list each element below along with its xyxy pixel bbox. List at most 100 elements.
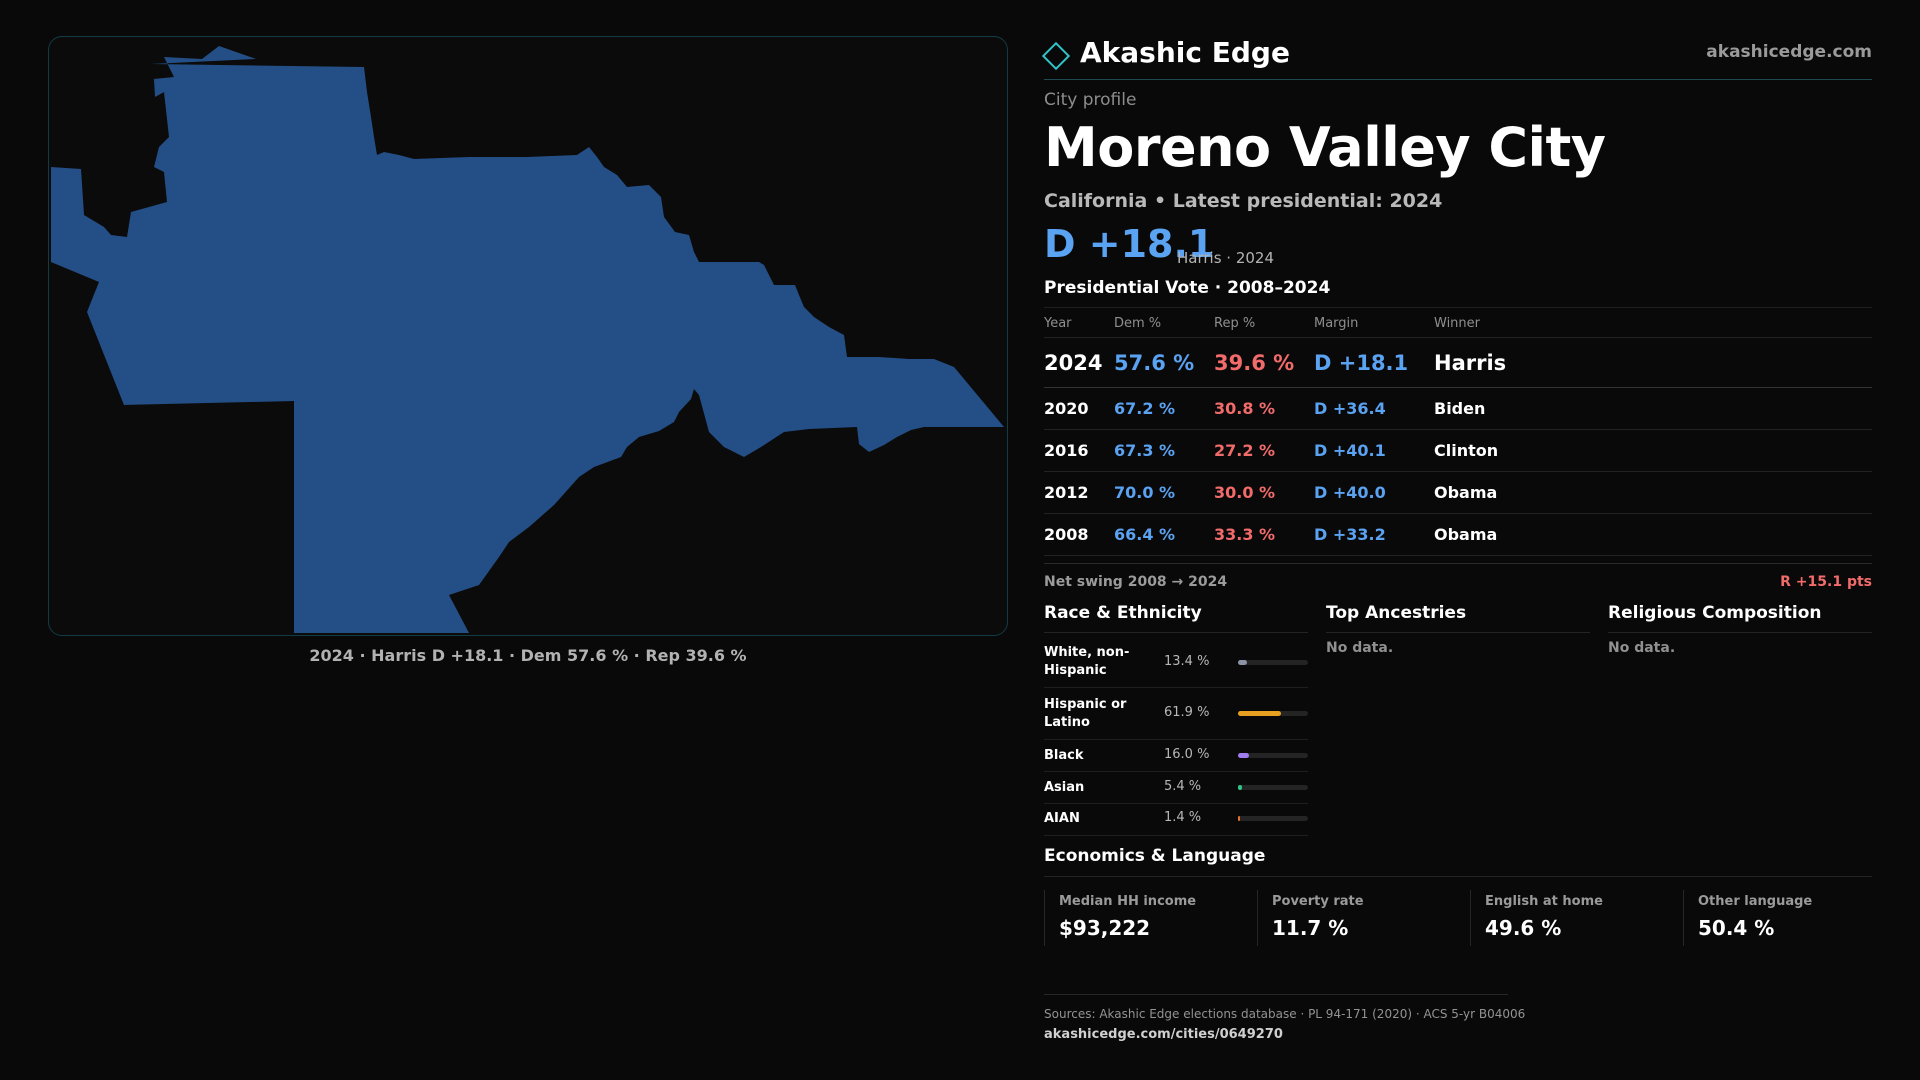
table-row: 2016 67.3 % 27.2 % D +40.1 Clinton: [1044, 430, 1872, 472]
cell-winner: Harris: [1434, 351, 1507, 375]
city-profile-panel: Akashic Edge akashicedge.com City profil…: [1041, 0, 1872, 1080]
ancestries-section-title: Top Ancestries: [1326, 603, 1467, 623]
cell-rep: 30.0 %: [1214, 483, 1276, 502]
list-item: Black 16.0 %: [1044, 740, 1308, 772]
economics-section-rule: [1044, 876, 1872, 877]
stat-label: English at home: [1485, 894, 1603, 909]
sources-url-link[interactable]: akashicedge.com/cities/0649270: [1044, 1027, 1283, 1042]
race-bar-track: [1238, 753, 1308, 758]
ancestries-empty: No data.: [1326, 640, 1394, 656]
vote-table-header: Year Dem % Rep % Margin Winner: [1044, 308, 1872, 338]
race-section-rule: [1044, 632, 1308, 633]
stat-label: Median HH income: [1059, 894, 1197, 909]
religion-section-rule: [1608, 632, 1872, 633]
net-swing: Net swing 2008 → 2024 R +15.1 pts: [1044, 563, 1872, 593]
cell-year: 2020: [1044, 399, 1089, 418]
cell-dem: 57.6 %: [1114, 351, 1195, 375]
cell-winner: Clinton: [1434, 441, 1499, 460]
stat-poverty-rate: Poverty rate 11.7 %: [1257, 890, 1470, 946]
cell-winner: Obama: [1434, 483, 1498, 502]
race-label: Asian: [1044, 780, 1085, 795]
vote-table-title: Presidential Vote · 2008–2024: [1044, 278, 1331, 298]
race-bar-track: [1238, 660, 1308, 665]
race-pct: 61.9 %: [1164, 705, 1210, 720]
table-row: 2020 67.2 % 30.8 % D +36.4 Biden: [1044, 388, 1872, 430]
cell-rep: 30.8 %: [1214, 399, 1276, 418]
header-dem: Dem %: [1114, 316, 1162, 331]
stat-other-language: Other language 50.4 %: [1683, 890, 1896, 946]
race-bar-track: [1238, 816, 1308, 821]
race-label: Hispanic or Latino: [1044, 697, 1127, 730]
city-boundary-map[interactable]: [48, 36, 1008, 636]
economics-stats: Median HH income $93,222 Poverty rate 11…: [1044, 890, 1872, 946]
latest-margin-note: Harris · 2024: [1177, 249, 1275, 267]
cell-margin: D +40.1: [1314, 441, 1386, 460]
header-rep: Rep %: [1214, 316, 1256, 331]
race-pct: 13.4 %: [1164, 654, 1210, 669]
list-item: AIAN 1.4 %: [1044, 804, 1308, 836]
race-bar-fill: [1238, 660, 1248, 665]
religion-section-title: Religious Composition: [1608, 603, 1822, 623]
cell-year: 2012: [1044, 483, 1089, 502]
sources-text: Sources: Akashic Edge elections database…: [1044, 1007, 1526, 1021]
net-swing-label: Net swing 2008 → 2024: [1044, 574, 1228, 590]
cell-rep: 27.2 %: [1214, 441, 1276, 460]
race-pct: 16.0 %: [1164, 747, 1210, 762]
cell-margin: D +33.2: [1314, 525, 1386, 544]
stat-value: 50.4 %: [1698, 916, 1775, 940]
ancestries-section-rule: [1326, 632, 1590, 633]
race-bar-fill: [1238, 785, 1242, 790]
list-item: Asian 5.4 %: [1044, 772, 1308, 804]
race-label: White, non-Hispanic: [1044, 645, 1130, 678]
table-row: 2024 57.6 % 39.6 % D +18.1 Harris: [1044, 338, 1872, 388]
race-section-title: Race & Ethnicity: [1044, 603, 1202, 623]
race-pct: 1.4 %: [1164, 810, 1202, 825]
religion-empty: No data.: [1608, 640, 1676, 656]
header-winner: Winner: [1434, 316, 1481, 331]
cell-winner: Biden: [1434, 399, 1486, 418]
race-bar-fill: [1238, 753, 1250, 758]
economics-section-title: Economics & Language: [1044, 846, 1266, 866]
cell-margin: D +40.0: [1314, 483, 1386, 502]
stat-value: $93,222: [1059, 916, 1151, 940]
stat-english-at-home: English at home 49.6 %: [1470, 890, 1683, 946]
stat-value: 49.6 %: [1485, 916, 1562, 940]
race-bar-fill: [1238, 816, 1240, 821]
map-caption: 2024 · Harris D +18.1 · Dem 57.6 % · Rep…: [309, 646, 747, 665]
stat-value: 11.7 %: [1272, 916, 1349, 940]
brand-name[interactable]: Akashic Edge: [1080, 36, 1290, 69]
cell-rep: 39.6 %: [1214, 351, 1295, 375]
cell-year: 2008: [1044, 525, 1089, 544]
race-bar-fill: [1238, 711, 1282, 716]
latest-margin: D +18.1: [1044, 222, 1215, 266]
cell-rep: 33.3 %: [1214, 525, 1276, 544]
cell-dem: 67.2 %: [1114, 399, 1176, 418]
header-year: Year: [1044, 316, 1072, 331]
cell-winner: Obama: [1434, 525, 1498, 544]
list-item: Hispanic or Latino 61.9 %: [1044, 688, 1308, 740]
page-kicker: City profile: [1044, 90, 1137, 110]
net-swing-value: R +15.1 pts: [1780, 574, 1872, 590]
race-pct: 5.4 %: [1164, 779, 1202, 794]
diamond-logo-icon: [1041, 41, 1071, 71]
brand-url-link[interactable]: akashicedge.com: [1706, 42, 1872, 62]
race-bar-track: [1238, 785, 1308, 790]
page-subtitle: California • Latest presidential: 2024: [1044, 190, 1443, 212]
header-margin: Margin: [1314, 316, 1359, 331]
race-label: AIAN: [1044, 811, 1080, 826]
city-boundary-shape: [51, 46, 1004, 633]
cell-dem: 70.0 %: [1114, 483, 1176, 502]
sources-footer: Sources: Akashic Edge elections database…: [1044, 994, 1525, 1042]
brand-header: Akashic Edge akashicedge.com: [1041, 36, 1872, 80]
stat-median-income: Median HH income $93,222: [1044, 890, 1257, 946]
cell-dem: 67.3 %: [1114, 441, 1176, 460]
race-label: Black: [1044, 748, 1084, 763]
table-row: 2012 70.0 % 30.0 % D +40.0 Obama: [1044, 472, 1872, 514]
cell-year: 2016: [1044, 441, 1089, 460]
stat-label: Poverty rate: [1272, 894, 1364, 909]
presidential-vote-table: Year Dem % Rep % Margin Winner 2024 57.6…: [1044, 307, 1872, 556]
city-boundary-polygon: [51, 46, 1004, 633]
list-item: White, non-Hispanic 13.4 %: [1044, 634, 1308, 688]
race-bar-track: [1238, 711, 1308, 716]
table-row: 2008 66.4 % 33.3 % D +33.2 Obama: [1044, 514, 1872, 556]
